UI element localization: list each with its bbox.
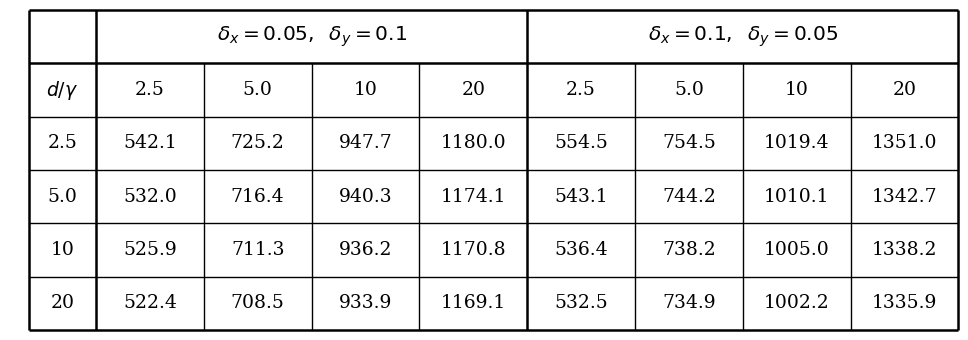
Text: 1170.8: 1170.8 <box>440 241 506 259</box>
Text: 20: 20 <box>461 81 485 99</box>
Text: 1342.7: 1342.7 <box>871 188 937 206</box>
Text: 734.9: 734.9 <box>662 294 715 312</box>
Text: 1169.1: 1169.1 <box>440 294 506 312</box>
Text: 1335.9: 1335.9 <box>872 294 937 312</box>
Text: 2.5: 2.5 <box>47 134 77 152</box>
Text: 10: 10 <box>353 81 378 99</box>
Text: 20: 20 <box>50 294 75 312</box>
Text: 1002.2: 1002.2 <box>764 294 830 312</box>
Text: 1019.4: 1019.4 <box>764 134 830 152</box>
Text: 1005.0: 1005.0 <box>764 241 830 259</box>
Text: 1338.2: 1338.2 <box>871 241 937 259</box>
Text: 20: 20 <box>892 81 917 99</box>
Text: 725.2: 725.2 <box>230 134 285 152</box>
Text: 940.3: 940.3 <box>339 188 392 206</box>
Text: 5.0: 5.0 <box>243 81 273 99</box>
Text: 754.5: 754.5 <box>662 134 715 152</box>
Text: 532.0: 532.0 <box>123 188 177 206</box>
Text: 2.5: 2.5 <box>135 81 165 99</box>
Text: 543.1: 543.1 <box>555 188 608 206</box>
Text: 554.5: 554.5 <box>554 134 608 152</box>
Text: 5.0: 5.0 <box>674 81 704 99</box>
Text: 716.4: 716.4 <box>230 188 285 206</box>
Text: $\delta_x = 0.05,\;\;\delta_y = 0.1$: $\delta_x = 0.05,\;\;\delta_y = 0.1$ <box>217 24 407 49</box>
Text: 738.2: 738.2 <box>662 241 715 259</box>
Text: 744.2: 744.2 <box>662 188 715 206</box>
Text: 532.5: 532.5 <box>554 294 608 312</box>
Text: 708.5: 708.5 <box>230 294 285 312</box>
Text: $d/\gamma$: $d/\gamma$ <box>46 79 78 102</box>
Text: 10: 10 <box>50 241 75 259</box>
Text: 936.2: 936.2 <box>339 241 392 259</box>
Text: 542.1: 542.1 <box>123 134 177 152</box>
Text: 1180.0: 1180.0 <box>440 134 506 152</box>
Text: 1351.0: 1351.0 <box>871 134 937 152</box>
Text: 10: 10 <box>785 81 808 99</box>
Text: 933.9: 933.9 <box>339 294 392 312</box>
Text: 5.0: 5.0 <box>47 188 77 206</box>
Text: 947.7: 947.7 <box>339 134 392 152</box>
Text: 522.4: 522.4 <box>123 294 177 312</box>
Text: 536.4: 536.4 <box>555 241 608 259</box>
Text: 525.9: 525.9 <box>123 241 177 259</box>
Text: 1174.1: 1174.1 <box>440 188 506 206</box>
Text: $\delta_x = 0.1,\;\;\delta_y = 0.05$: $\delta_x = 0.1,\;\;\delta_y = 0.05$ <box>648 24 837 49</box>
Text: 711.3: 711.3 <box>231 241 285 259</box>
Text: 2.5: 2.5 <box>566 81 596 99</box>
Text: 1010.1: 1010.1 <box>764 188 830 206</box>
